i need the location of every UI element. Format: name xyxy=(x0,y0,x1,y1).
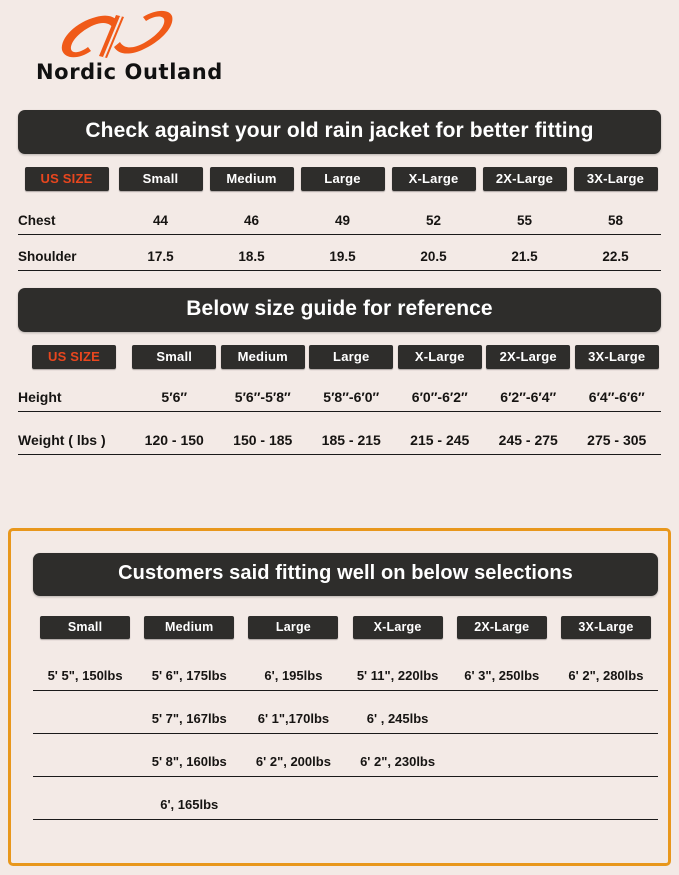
table3-r1-x-large: 5' 11", 220lbs xyxy=(356,668,439,683)
table2-weight-medium: 150 - 185 xyxy=(233,432,293,448)
table1-chest-2x-large: 55 xyxy=(516,213,533,228)
table3-r4-x-large xyxy=(346,812,450,819)
table-row: Chest 44 46 49 52 55 58 xyxy=(18,199,661,235)
table1-col-large: Large xyxy=(297,167,388,191)
table2-header-row: US SIZE Small Medium Large X-Large 2X-La… xyxy=(18,345,661,369)
table1-shoulder-3x-large: 22.5 xyxy=(602,249,629,264)
table1-chest-large: 49 xyxy=(334,213,351,228)
table3-r3-small xyxy=(33,769,137,776)
table3-title: Customers said fitting well on below sel… xyxy=(33,553,658,596)
table3-r2-small xyxy=(33,726,137,733)
table1-shoulder-large: 19.5 xyxy=(329,249,356,264)
nordic-outland-n-swoosh-icon xyxy=(58,10,176,62)
table3-r4-2x-large xyxy=(450,812,554,819)
table2-height-medium: 5′6″-5′8″ xyxy=(234,389,291,405)
table1-shoulder-2x-large: 21.5 xyxy=(511,249,538,264)
table1-col-medium: Medium xyxy=(206,167,297,191)
table3-r3-2x-large xyxy=(450,769,554,776)
table3-r2-x-large: 6' , 245lbs xyxy=(366,711,429,726)
table1-row-label-chest: Chest xyxy=(18,213,56,228)
table3-r4-medium: 6', 165lbs xyxy=(160,797,219,812)
table3-col-3x-large: 3X-Large xyxy=(554,616,658,639)
table-row: 5' 7", 167lbs 6' 1",170lbs 6' , 245lbs xyxy=(33,691,658,734)
table2-height-x-large: 6′0″-6′2″ xyxy=(411,389,468,405)
table1-col-2x-large: 2X-Large xyxy=(479,167,570,191)
table3-r3-large: 6' 2", 200lbs xyxy=(255,754,331,769)
table-row: Shoulder 17.5 18.5 19.5 20.5 21.5 22.5 xyxy=(18,235,661,271)
table1-col-x-large: X-Large xyxy=(388,167,479,191)
table2-col-us-size: US SIZE xyxy=(18,345,130,369)
table2-col-x-large: X-Large xyxy=(396,345,485,369)
table3-r2-3x-large xyxy=(554,726,658,733)
table2-col-3x-large: 3X-Large xyxy=(573,345,662,369)
table2-height-2x-large: 6′2″-6′4″ xyxy=(500,389,557,405)
table1-chest-x-large: 52 xyxy=(425,213,442,228)
table-row: Weight ( lbs ) 120 - 150 150 - 185 185 -… xyxy=(18,412,661,455)
table1-col-3x-large: 3X-Large xyxy=(570,167,661,191)
brand-wordmark: Nordic Outland xyxy=(36,60,223,84)
table3-col-2x-large: 2X-Large xyxy=(450,616,554,639)
table-row: 5' 5", 150lbs 5' 6", 175lbs 6', 195lbs 5… xyxy=(33,648,658,691)
table2-weight-small: 120 - 150 xyxy=(144,432,204,448)
size-guide-table: Below size guide for reference US SIZE S… xyxy=(18,288,661,455)
table1-col-us-size: US SIZE xyxy=(18,167,115,191)
table2-weight-x-large: 215 - 245 xyxy=(410,432,470,448)
table2-title: Below size guide for reference xyxy=(18,288,661,332)
table3-r1-large: 6', 195lbs xyxy=(264,668,323,683)
table1-shoulder-small: 17.5 xyxy=(147,249,174,264)
brand-logo: Nordic Outland xyxy=(18,6,318,94)
table1-row-label-shoulder: Shoulder xyxy=(18,249,77,264)
table1-shoulder-medium: 18.5 xyxy=(238,249,265,264)
table1-header-row: US SIZE Small Medium Large X-Large 2X-La… xyxy=(18,167,661,191)
table2-row-label-weight: Weight ( lbs ) xyxy=(18,432,106,448)
table3-r4-3x-large xyxy=(554,812,658,819)
customer-fit-callout-frame: Customers said fitting well on below sel… xyxy=(8,528,671,866)
table1-chest-3x-large: 58 xyxy=(607,213,624,228)
table2-col-2x-large: 2X-Large xyxy=(484,345,573,369)
table-row: 6', 165lbs xyxy=(33,777,658,820)
table3-r3-medium: 5' 8", 160lbs xyxy=(151,754,227,769)
table3-col-medium: Medium xyxy=(137,616,241,639)
table2-col-large: Large xyxy=(307,345,396,369)
table1-shoulder-x-large: 20.5 xyxy=(420,249,447,264)
table3-r1-small: 5' 5", 150lbs xyxy=(47,668,123,683)
table1-chest-small: 44 xyxy=(152,213,169,228)
customer-fit-table: Customers said fitting well on below sel… xyxy=(33,553,658,820)
table3-r3-3x-large xyxy=(554,769,658,776)
table3-r2-2x-large xyxy=(450,726,554,733)
table2-col-medium: Medium xyxy=(219,345,308,369)
table2-weight-large: 185 - 215 xyxy=(321,432,381,448)
table3-r1-2x-large: 6' 3", 250lbs xyxy=(464,668,540,683)
table2-col-small: Small xyxy=(130,345,219,369)
table3-r4-large xyxy=(241,812,345,819)
table3-col-large: Large xyxy=(241,616,345,639)
table1-col-small: Small xyxy=(115,167,206,191)
table3-r4-small xyxy=(33,812,137,819)
table3-col-x-large: X-Large xyxy=(346,616,450,639)
table1-title: Check against your old rain jacket for b… xyxy=(18,110,661,154)
jacket-comparison-table: Check against your old rain jacket for b… xyxy=(18,110,661,271)
table3-r2-medium: 5' 7", 167lbs xyxy=(151,711,227,726)
table-row: 5' 8", 160lbs 6' 2", 200lbs 6' 2", 230lb… xyxy=(33,734,658,777)
table1-chest-medium: 46 xyxy=(243,213,260,228)
table3-r2-large: 6' 1",170lbs xyxy=(257,711,330,726)
table3-header-row: Small Medium Large X-Large 2X-Large 3X-L… xyxy=(33,616,658,639)
table3-r1-3x-large: 6' 2", 280lbs xyxy=(568,668,644,683)
table-row: Height 5′6″ 5′6″-5′8″ 5′8″-6′0″ 6′0″-6′2… xyxy=(18,369,661,412)
table2-height-3x-large: 6′4″-6′6″ xyxy=(588,389,645,405)
table3-r3-x-large: 6' 2", 230lbs xyxy=(360,754,436,769)
table2-height-small: 5′6″ xyxy=(161,389,188,405)
table2-weight-2x-large: 245 - 275 xyxy=(498,432,558,448)
table3-r1-medium: 5' 6", 175lbs xyxy=(151,668,227,683)
table2-row-label-height: Height xyxy=(18,389,62,405)
table2-weight-3x-large: 275 - 305 xyxy=(587,432,647,448)
table3-col-small: Small xyxy=(33,616,137,639)
table2-height-large: 5′8″-6′0″ xyxy=(323,389,380,405)
